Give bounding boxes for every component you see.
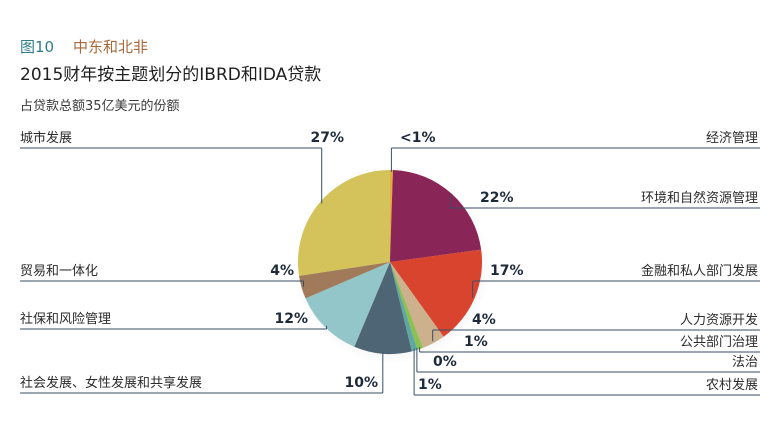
- pie-slice-2: [390, 249, 483, 337]
- pie-slices: [297, 170, 483, 354]
- slice-label-5: 法治: [732, 355, 758, 370]
- slice-value-6: 1%: [418, 377, 442, 393]
- slice-label-1: 环境和自然资源管理: [641, 190, 758, 206]
- slice-value-2: 17%: [490, 263, 524, 279]
- slice-label-8: 社保和风险管理: [20, 311, 111, 327]
- slice-label-6: 农村发展: [706, 377, 758, 393]
- pie-slice-9: [299, 262, 390, 299]
- pie-slice-3: [390, 262, 444, 348]
- pie-slice-8: [305, 262, 390, 347]
- slice-value-8: 12%: [274, 311, 308, 327]
- slice-labels: 经济管理 <1% 环境和自然资源管理 22% 金融和私人部门发展 17% 人力资源开发 4% 公…: [20, 130, 758, 393]
- chart-title: 2015财年按主题划分的IBRD和IDA贷款: [20, 65, 322, 85]
- slice-label-0: 经济管理: [706, 131, 758, 146]
- slice-value-5: 0%: [433, 354, 457, 370]
- slice-value-4: 1%: [464, 334, 488, 350]
- slice-value-3: 4%: [472, 312, 496, 328]
- pie-slice-7: [354, 262, 412, 354]
- pie-slice-0: [390, 170, 393, 262]
- slice-label-4: 公共部门治理: [680, 335, 758, 350]
- pie-slice-1: [390, 170, 482, 262]
- slice-value-9: 4%: [270, 263, 294, 279]
- pie-slice-4: [390, 262, 423, 350]
- slice-value-10: 27%: [310, 130, 344, 146]
- leader-lines: [20, 147, 760, 396]
- slice-value-7: 10%: [344, 375, 378, 391]
- slice-label-2: 金融和私人部门发展: [641, 263, 758, 279]
- slice-label-10: 城市发展: [20, 130, 72, 146]
- slice-value-1: 22%: [480, 190, 514, 206]
- pie-slice-6: [390, 262, 418, 352]
- figure-number: 图10: [20, 38, 55, 56]
- slice-label-7: 社会发展、女性发展和共享发展: [20, 375, 202, 391]
- slice-label-9: 贸易和一体化: [20, 264, 98, 279]
- pie-slice-10: [297, 170, 390, 276]
- figure-region: 中东和北非: [73, 38, 149, 56]
- slice-label-3: 人力资源开发: [680, 312, 758, 328]
- chart-subtitle: 占贷款总额35亿美元的份额: [20, 99, 180, 114]
- slice-value-0: <1%: [400, 130, 436, 146]
